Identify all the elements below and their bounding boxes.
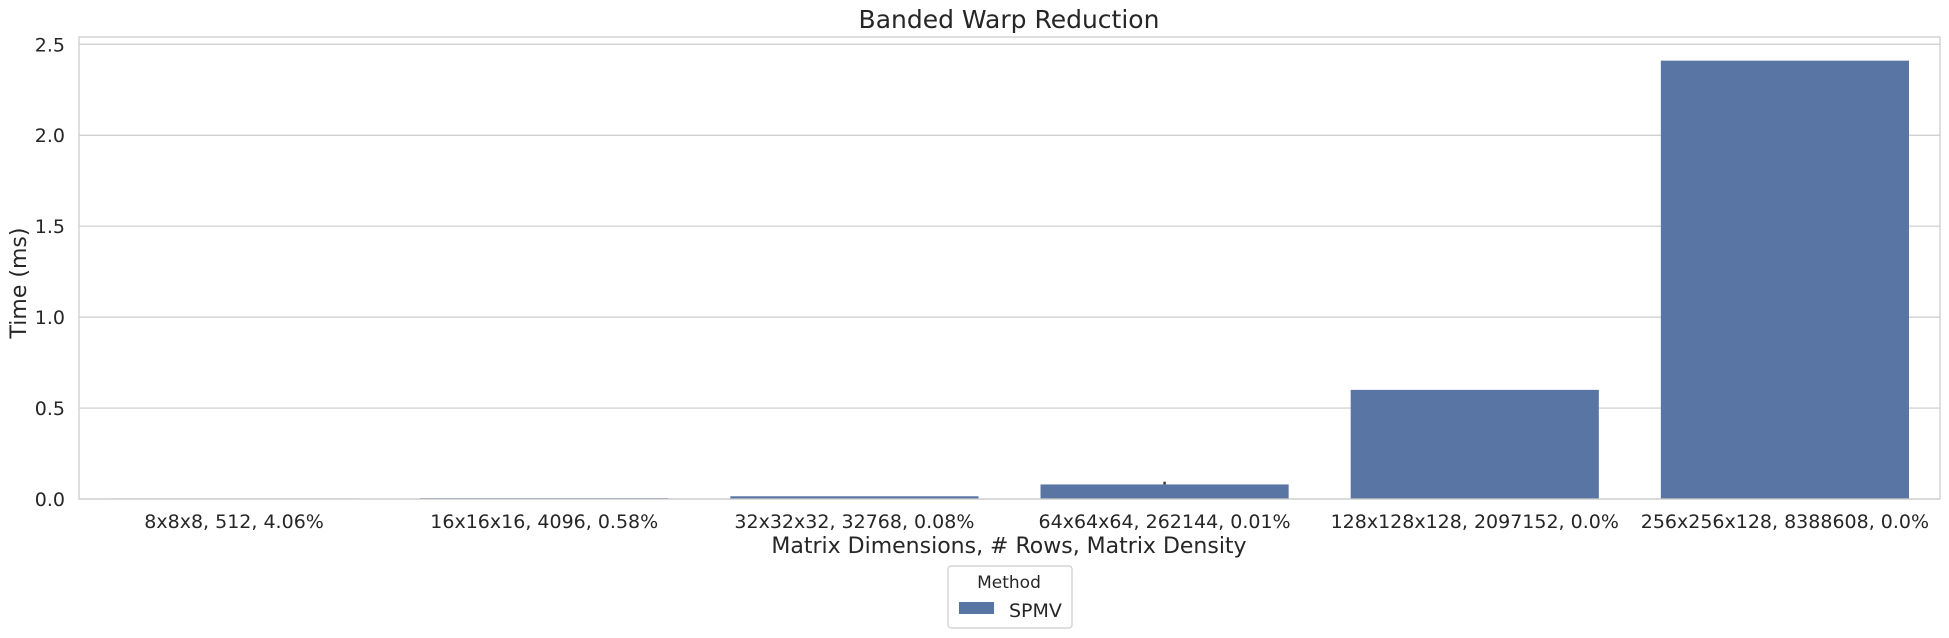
y-tick-label: 2.5: [35, 34, 65, 56]
y-tick-label: 1.5: [35, 216, 65, 238]
x-tick-label: 256x256x128, 8388608, 0.0%: [1641, 511, 1929, 533]
legend: Method SPMV: [947, 565, 1073, 629]
legend-swatch: [959, 602, 994, 614]
x-tick-labels: 8x8x8, 512, 4.06% 16x16x16, 4096, 0.58% 32…: [144, 511, 1929, 533]
x-tick-label: 64x64x64, 262144, 0.01%: [1039, 511, 1291, 533]
bar: [1660, 60, 1909, 500]
legend-title: Method: [977, 573, 1041, 593]
y-tick-label: 0.5: [35, 398, 65, 420]
y-tick-label: 0.0: [35, 489, 65, 511]
x-tick-label: 128x128x128, 2097152, 0.0%: [1331, 511, 1619, 533]
y-axis-title: Time (ms): [7, 228, 32, 340]
x-tick-label: 16x16x16, 4096, 0.58%: [430, 511, 658, 533]
plot-background: [79, 37, 1940, 499]
x-tick-label: 32x32x32, 32768, 0.08%: [734, 511, 974, 533]
plot-frame: [78, 36, 1941, 500]
chart-title: Banded Warp Reduction: [859, 5, 1160, 34]
bar: [730, 496, 979, 499]
bars: [110, 60, 1909, 500]
y-tick-label: 1.0: [35, 307, 65, 329]
x-tick-label: 8x8x8, 512, 4.06%: [144, 511, 324, 533]
y-tick-labels: 0.0 0.5 1.0 1.5 2.0 2.5: [35, 34, 65, 511]
x-axis-title: Matrix Dimensions, # Rows, Matrix Densit…: [771, 534, 1246, 559]
y-tick-label: 2.0: [35, 125, 65, 147]
legend-label-spmv: SPMV: [1009, 600, 1062, 622]
bar: [1350, 389, 1599, 499]
bar: [1040, 484, 1289, 499]
